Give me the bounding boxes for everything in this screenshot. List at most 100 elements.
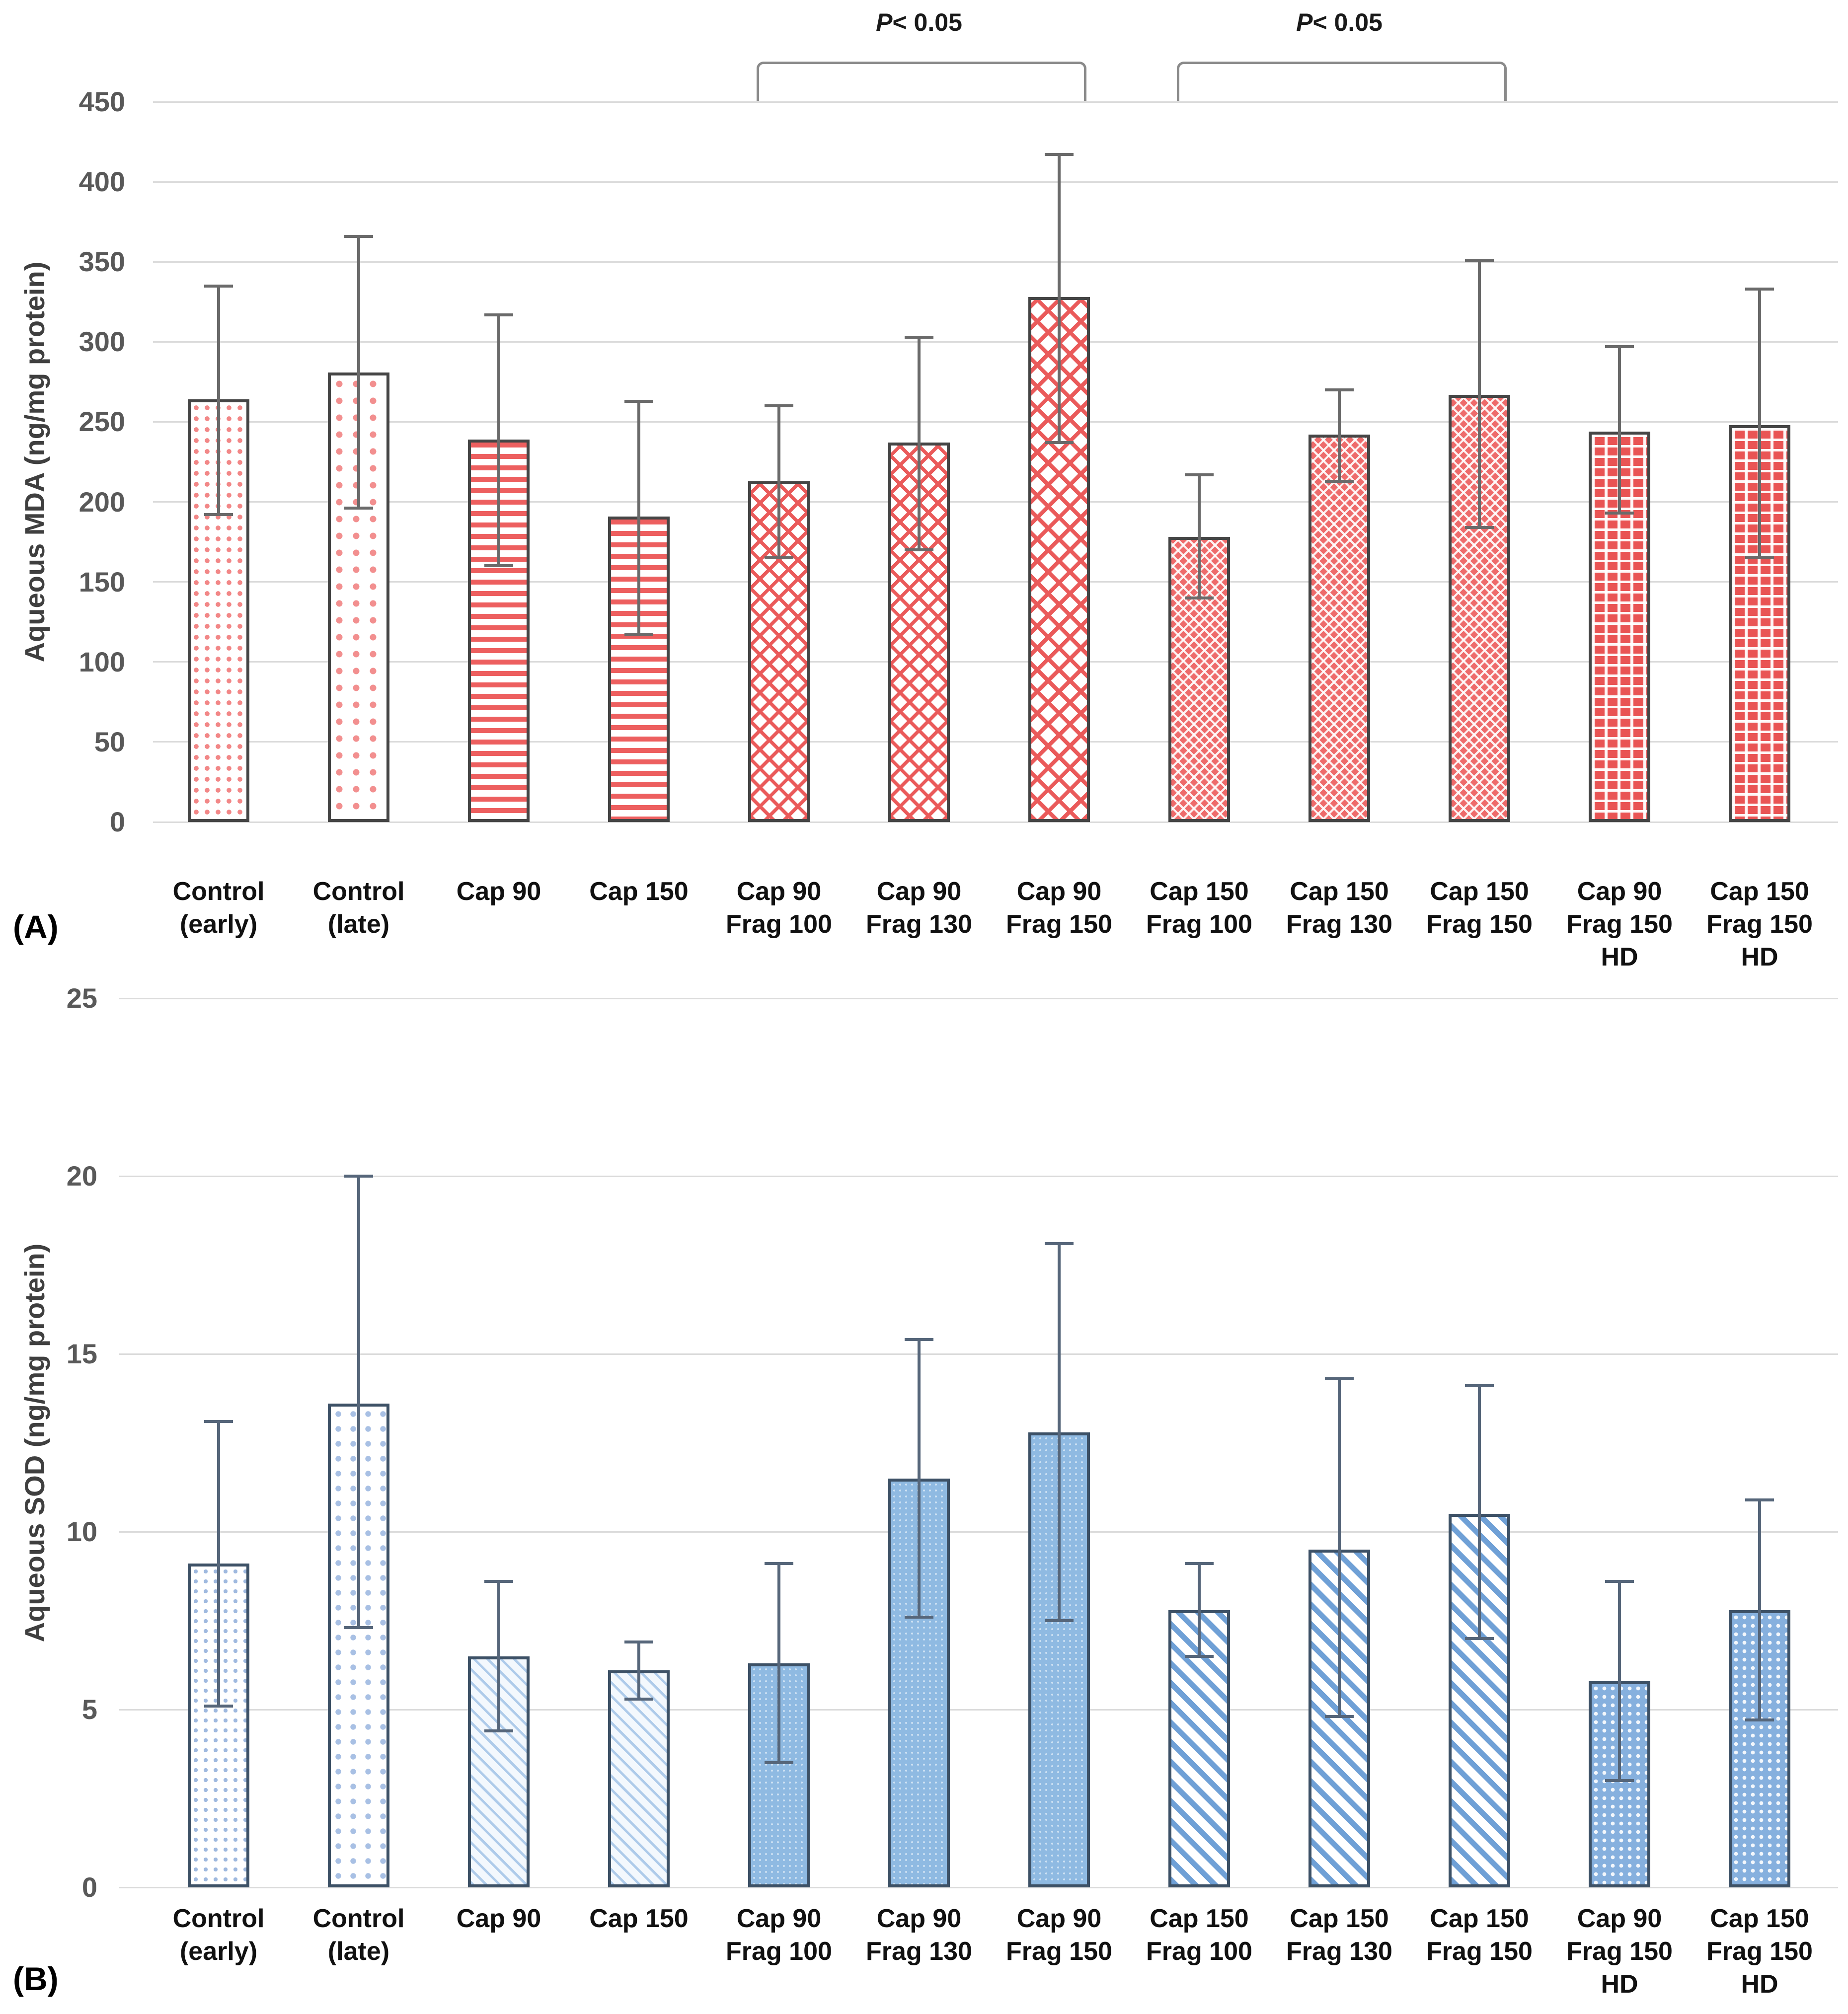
gridline	[119, 1531, 1838, 1533]
error-cap-bottom	[484, 1729, 513, 1732]
bar	[188, 399, 249, 822]
error-cap-top	[1745, 288, 1774, 291]
significance-bracket	[1177, 62, 1507, 101]
error-cap-top	[484, 313, 513, 316]
category-label: Cap 150 Frag 100	[1146, 877, 1252, 939]
error-bar-line	[1478, 1386, 1481, 1639]
error-bar-line	[217, 286, 220, 515]
significance-label: P< 0.05	[1296, 8, 1383, 36]
gridline	[153, 821, 1838, 823]
bar	[1589, 1681, 1650, 1887]
y-tick-label: 400	[78, 166, 125, 198]
error-cap-top	[905, 1338, 933, 1342]
error-cap-bottom	[204, 1704, 233, 1708]
error-cap-bottom	[1745, 556, 1774, 560]
error-cap-bottom	[624, 1697, 653, 1701]
category-label: Control (early)	[172, 877, 265, 939]
error-cap-top	[1465, 1384, 1494, 1388]
error-cap-bottom	[1745, 1718, 1774, 1722]
error-cap-top	[1185, 473, 1214, 476]
category-label: Cap 90 Frag 150 HD	[1566, 1904, 1673, 1999]
gridline	[153, 181, 1838, 183]
panel-corner-label: (B)	[13, 1960, 59, 1997]
y-tick-label: 350	[78, 246, 125, 278]
bar	[608, 1670, 670, 1887]
error-bar-line	[918, 337, 921, 550]
error-bar-line	[1058, 154, 1061, 443]
error-bar-line	[217, 1421, 220, 1706]
y-tick-label: 450	[78, 86, 125, 117]
category-label: Cap 150 Frag 130	[1286, 877, 1392, 939]
error-cap-bottom	[765, 1761, 793, 1765]
error-bar-line	[1618, 347, 1621, 514]
y-tick-label: 150	[78, 566, 125, 597]
bar	[608, 516, 670, 822]
error-cap-bottom	[624, 633, 653, 636]
y-tick-label: 5	[81, 1694, 97, 1725]
error-bar-line	[1618, 1581, 1621, 1781]
error-cap-top	[1185, 1562, 1214, 1566]
gridline	[153, 661, 1838, 663]
error-cap-top	[484, 1580, 513, 1583]
category-label: Control (late)	[312, 1904, 405, 1966]
category-label: Cap 90 Frag 130	[866, 877, 972, 939]
error-cap-bottom	[765, 556, 793, 560]
error-cap-bottom	[1185, 596, 1214, 599]
error-bar-line	[777, 406, 780, 558]
error-cap-top	[765, 1562, 793, 1566]
error-cap-bottom	[1605, 1779, 1634, 1783]
y-tick-label: 25	[66, 982, 97, 1014]
gridline	[119, 1175, 1838, 1177]
error-bar-line	[1058, 1244, 1061, 1621]
y-tick-label: 20	[66, 1160, 97, 1192]
category-label: Cap 150 Frag 150	[1426, 877, 1533, 939]
error-cap-bottom	[1045, 441, 1074, 445]
category-label: Cap 90 Frag 130	[866, 1904, 972, 1966]
gridline	[153, 341, 1838, 343]
error-cap-bottom	[344, 507, 373, 510]
error-cap-top	[905, 335, 933, 339]
error-bar-line	[1338, 1379, 1341, 1717]
category-label: Cap 90 Frag 100	[726, 1904, 832, 1966]
y-tick-label: 0	[109, 806, 125, 837]
error-cap-top	[1465, 259, 1494, 262]
error-cap-top	[1605, 345, 1634, 348]
gridline	[153, 421, 1838, 423]
error-bar-line	[1338, 390, 1341, 481]
error-cap-top	[624, 399, 653, 403]
error-cap-bottom	[1325, 1715, 1354, 1718]
error-bar-line	[357, 1176, 360, 1628]
error-cap-bottom	[484, 564, 513, 568]
error-cap-bottom	[1605, 512, 1634, 515]
category-label: Cap 90	[456, 1904, 541, 1933]
y-tick-label: 0	[81, 1871, 97, 1903]
bar	[1589, 431, 1650, 822]
category-label: Cap 150 Frag 130	[1286, 1904, 1392, 1966]
error-cap-bottom	[1465, 1637, 1494, 1640]
y-tick-label: 300	[78, 326, 125, 358]
gridline	[119, 1709, 1838, 1711]
category-label: Cap 90 Frag 150	[1006, 877, 1112, 939]
category-label: Cap 150 Frag 150 HD	[1706, 1904, 1813, 1999]
error-bar-line	[918, 1340, 921, 1617]
error-cap-top	[204, 1420, 233, 1423]
error-bar-line	[1758, 1499, 1761, 1720]
error-bar-line	[1758, 289, 1761, 558]
error-cap-top	[344, 234, 373, 238]
y-tick-label: 250	[78, 406, 125, 438]
error-bar-line	[777, 1564, 780, 1763]
gridline	[153, 581, 1838, 583]
error-cap-bottom	[204, 513, 233, 517]
error-cap-bottom	[905, 1615, 933, 1619]
significance-bracket	[757, 62, 1086, 101]
error-cap-top	[765, 404, 793, 408]
error-cap-bottom	[1325, 479, 1354, 483]
error-bar-line	[1478, 260, 1481, 528]
significance-label: P< 0.05	[876, 8, 962, 36]
bar	[1309, 435, 1370, 822]
error-cap-bottom	[1465, 526, 1494, 529]
error-cap-top	[1045, 1242, 1074, 1246]
